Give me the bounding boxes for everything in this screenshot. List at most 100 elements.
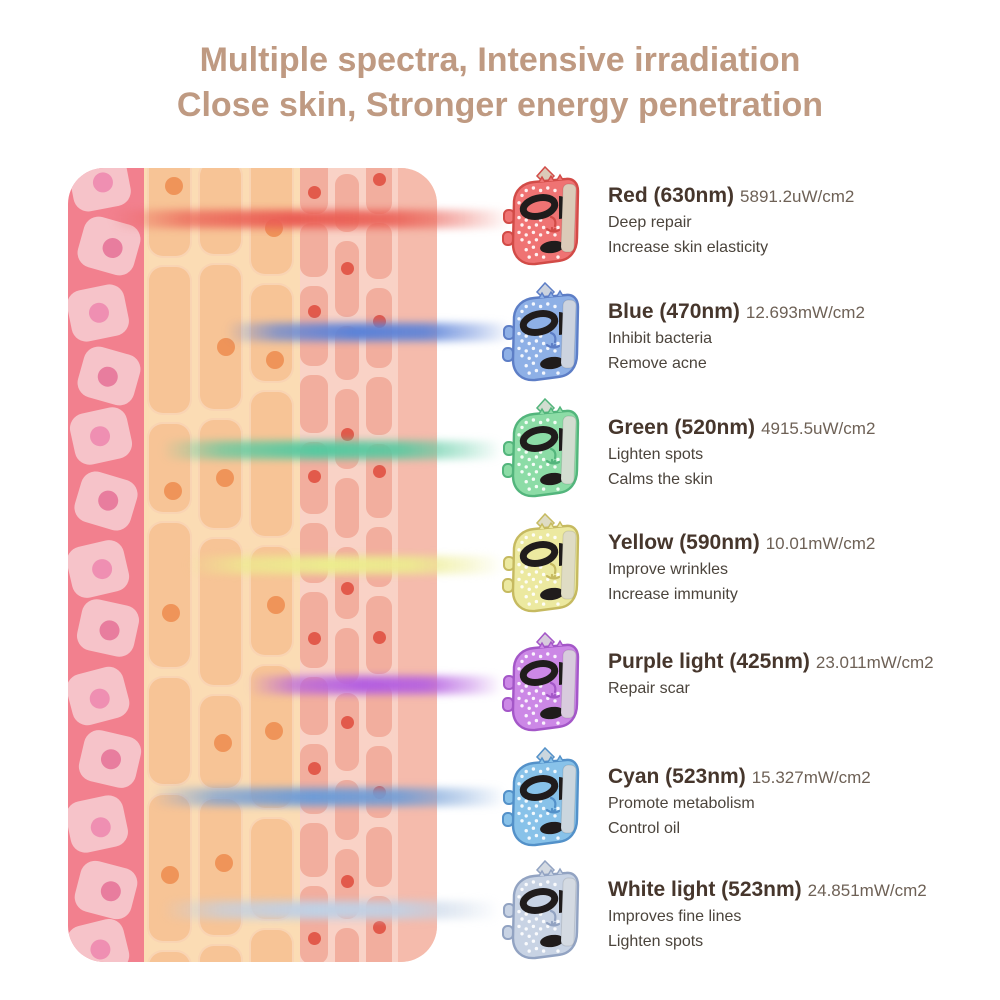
cell-nucleus (161, 604, 180, 623)
cell-nucleus (89, 556, 114, 581)
cell-nucleus (340, 427, 354, 441)
cell-nucleus (340, 261, 354, 275)
mask-eye-hole (519, 775, 559, 801)
cell-nucleus (372, 921, 386, 935)
deep-skin-cell (300, 375, 328, 433)
title-line-2: Close skin, Stronger energy penetration (176, 86, 824, 124)
led-mask-icon (494, 513, 594, 619)
led-mask-icon (494, 747, 594, 853)
spectrum-row-blue: Blue (470nm) 12.693mW/cm2 Inhibit bacter… (494, 282, 964, 394)
benefit-line: Control oil (608, 820, 681, 837)
mask-mouth-hole (540, 821, 564, 835)
cell-nucleus (372, 173, 386, 187)
cell-nucleus (266, 350, 285, 369)
mask-eye-hole (519, 660, 559, 686)
mask-side-strap (560, 649, 577, 719)
epidermis-cell (68, 168, 134, 214)
light-beam-5 (248, 676, 502, 694)
light-beam-6 (152, 788, 506, 806)
irradiance-value: 4915.5uW/cm2 (761, 419, 876, 438)
benefit-line: Lighten spots (608, 933, 704, 950)
dermis-cell (147, 950, 192, 962)
page-title: Multiple spectra, Intensive irradiation … (0, 38, 1000, 128)
mask-mouth-hole (540, 240, 564, 254)
mask-nose (545, 562, 561, 580)
spectrum-name: Green (520nm) (608, 416, 756, 439)
benefit-line: Repair scar (608, 679, 690, 697)
light-beam-4 (186, 556, 504, 574)
cell-nucleus (307, 931, 321, 945)
cell-nucleus (87, 301, 111, 325)
spectrum-row-cyan: Cyan (523nm) 15.327mW/cm2 Promote metabo… (494, 747, 964, 859)
cell-nucleus (216, 337, 235, 356)
benefit-line: Improves fine lines (608, 907, 742, 925)
epidermis-cell (68, 282, 132, 345)
dermis-cell (198, 944, 243, 962)
benefit-line: Calms the skin (608, 471, 713, 488)
mask-nose (545, 796, 561, 814)
spectrum-name: Cyan (523nm) (608, 765, 746, 788)
cell-nucleus (340, 874, 354, 888)
cell-nucleus (307, 470, 321, 484)
cell-nucleus (94, 364, 120, 390)
mask-mouth-hole (540, 356, 564, 370)
mask-side-strap (560, 415, 577, 485)
irradiance-value: 24.851mW/cm2 (807, 881, 927, 900)
dermis-cell (249, 390, 294, 538)
cell-nucleus (98, 878, 124, 903)
cell-nucleus (91, 170, 115, 194)
cell-nucleus (98, 618, 122, 643)
dermis-cell (147, 793, 192, 943)
cell-nucleus (214, 854, 233, 873)
benefit-line: Deep repair (608, 213, 692, 231)
spectrum-name: Blue (470nm) (608, 300, 740, 323)
led-mask-icon (494, 398, 594, 504)
deep-skin-cell (300, 523, 328, 583)
benefit-line: Improve wrinkles (608, 560, 729, 578)
spectrum-row-white: White light (523nm) 24.851mW/cm2 Improve… (494, 860, 964, 972)
deep-skin-cell (335, 478, 359, 538)
cell-nucleus (307, 761, 321, 775)
deep-skin-cell (366, 746, 392, 818)
deep-skin-cell (300, 592, 328, 668)
led-mask-icon (494, 282, 594, 388)
dermis-cell (147, 521, 192, 669)
cell-nucleus (307, 632, 321, 646)
mask-side-strap (560, 764, 577, 834)
skin-cross-section-diagram (68, 168, 437, 962)
led-dots (517, 186, 560, 259)
cell-nucleus (307, 304, 321, 318)
benefit-line: Increase immunity (608, 586, 738, 603)
cell-nucleus (165, 176, 184, 195)
deep-skin-cell (300, 168, 328, 214)
irradiance-value: 15.327mW/cm2 (751, 768, 871, 787)
dermis-cell (147, 265, 192, 415)
cell-nucleus (96, 488, 122, 514)
epidermis-cell (68, 915, 132, 962)
cell-nucleus (87, 686, 112, 711)
mask-mouth-hole (540, 934, 564, 948)
spectrum-row-yellow: Yellow (590nm) 10.01mW/cm2 Improve wrink… (494, 513, 964, 625)
mask-nose (545, 681, 561, 699)
cell-nucleus (161, 866, 180, 885)
cell-nucleus (340, 715, 354, 729)
mask-eye-hole (519, 194, 559, 220)
epidermis-cell (71, 857, 142, 923)
cell-nucleus (216, 468, 235, 487)
epidermis-cell (68, 663, 133, 729)
mask-eye-hole (519, 310, 559, 336)
cell-nucleus (99, 235, 125, 261)
led-dots (517, 418, 560, 491)
cell-nucleus (265, 722, 284, 741)
mask-side-strap (560, 299, 577, 369)
deep-skin-cell (366, 168, 392, 214)
epidermis-cell (76, 727, 145, 791)
benefit-line: Remove acne (608, 355, 707, 372)
spectrum-name: Purple light (425nm) (608, 650, 810, 673)
light-beam-1 (112, 210, 510, 228)
mask-nose (545, 909, 561, 927)
epidermis-cell (68, 537, 132, 601)
deep-skin-cell (335, 628, 359, 684)
benefit-line: Inhibit bacteria (608, 329, 713, 347)
